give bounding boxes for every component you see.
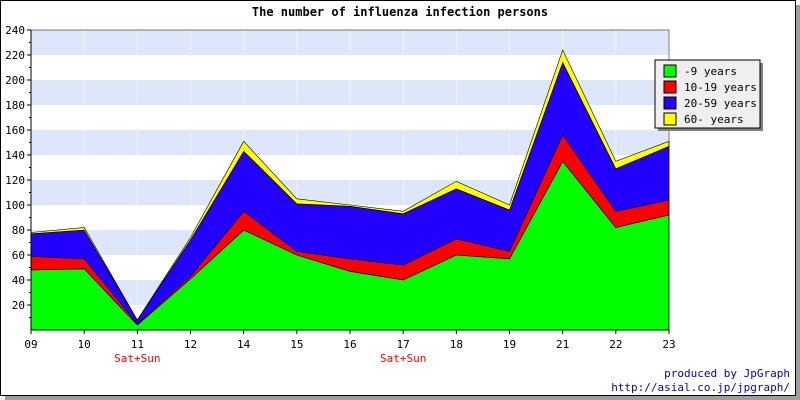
y-tick-label: 40 bbox=[12, 274, 25, 287]
y-tick-label: 140 bbox=[5, 149, 25, 162]
legend-swatch bbox=[663, 80, 677, 94]
x-tick-label: 09 bbox=[24, 338, 37, 351]
y-tick-label: 160 bbox=[5, 124, 25, 137]
axes: 20 40 60 80 100 120 140 160 180 200 220 240 09 10 11 12… bbox=[5, 24, 676, 351]
y-tick-label: 220 bbox=[5, 49, 25, 62]
y-tick-label: 200 bbox=[5, 74, 25, 87]
x-tick-label: 17 bbox=[397, 338, 410, 351]
legend-label: 10-19 years bbox=[684, 81, 757, 94]
annotation-label: Sat+Sun bbox=[114, 352, 160, 365]
x-tick-label: 19 bbox=[503, 338, 516, 351]
x-tick-label: 21 bbox=[556, 338, 569, 351]
x-tick-label: 22 bbox=[609, 338, 622, 351]
legend-label: 60- years bbox=[684, 113, 744, 126]
legend-label: 20-59 years bbox=[684, 97, 757, 110]
chart-title: The number of influenza infection person… bbox=[252, 5, 548, 19]
legend-swatch bbox=[663, 64, 677, 78]
y-tick-label: 100 bbox=[5, 199, 25, 212]
y-tick-label: 120 bbox=[5, 174, 25, 187]
legend-swatch bbox=[663, 96, 677, 110]
annotations: Sat+Sun Sat+Sun bbox=[114, 352, 426, 365]
x-tick-label: 23 bbox=[662, 338, 675, 351]
x-tick-label: 15 bbox=[290, 338, 303, 351]
x-tick-label: 16 bbox=[343, 338, 356, 351]
x-tick-label: 11 bbox=[131, 338, 144, 351]
y-tick-label: 180 bbox=[5, 99, 25, 112]
legend-swatch bbox=[663, 112, 677, 126]
y-tick-label: 60 bbox=[12, 249, 25, 262]
x-tick-label: 18 bbox=[450, 338, 463, 351]
x-tick-label: 10 bbox=[78, 338, 91, 351]
footer-credit: produced by JpGraph bbox=[664, 367, 790, 380]
y-tick-label: 80 bbox=[12, 224, 25, 237]
footer-url: http://asial.co.jp/jpgraph/ bbox=[611, 381, 790, 394]
legend-label: -9 years bbox=[684, 65, 737, 78]
x-tick-label: 12 bbox=[184, 338, 197, 351]
y-tick-label: 240 bbox=[5, 24, 25, 37]
annotation-label: Sat+Sun bbox=[380, 352, 426, 365]
y-tick-label: 20 bbox=[12, 299, 25, 312]
legend: -9 years 10-19 years 20-59 years 60- years bbox=[654, 59, 763, 131]
x-tick-label: 14 bbox=[237, 338, 251, 351]
